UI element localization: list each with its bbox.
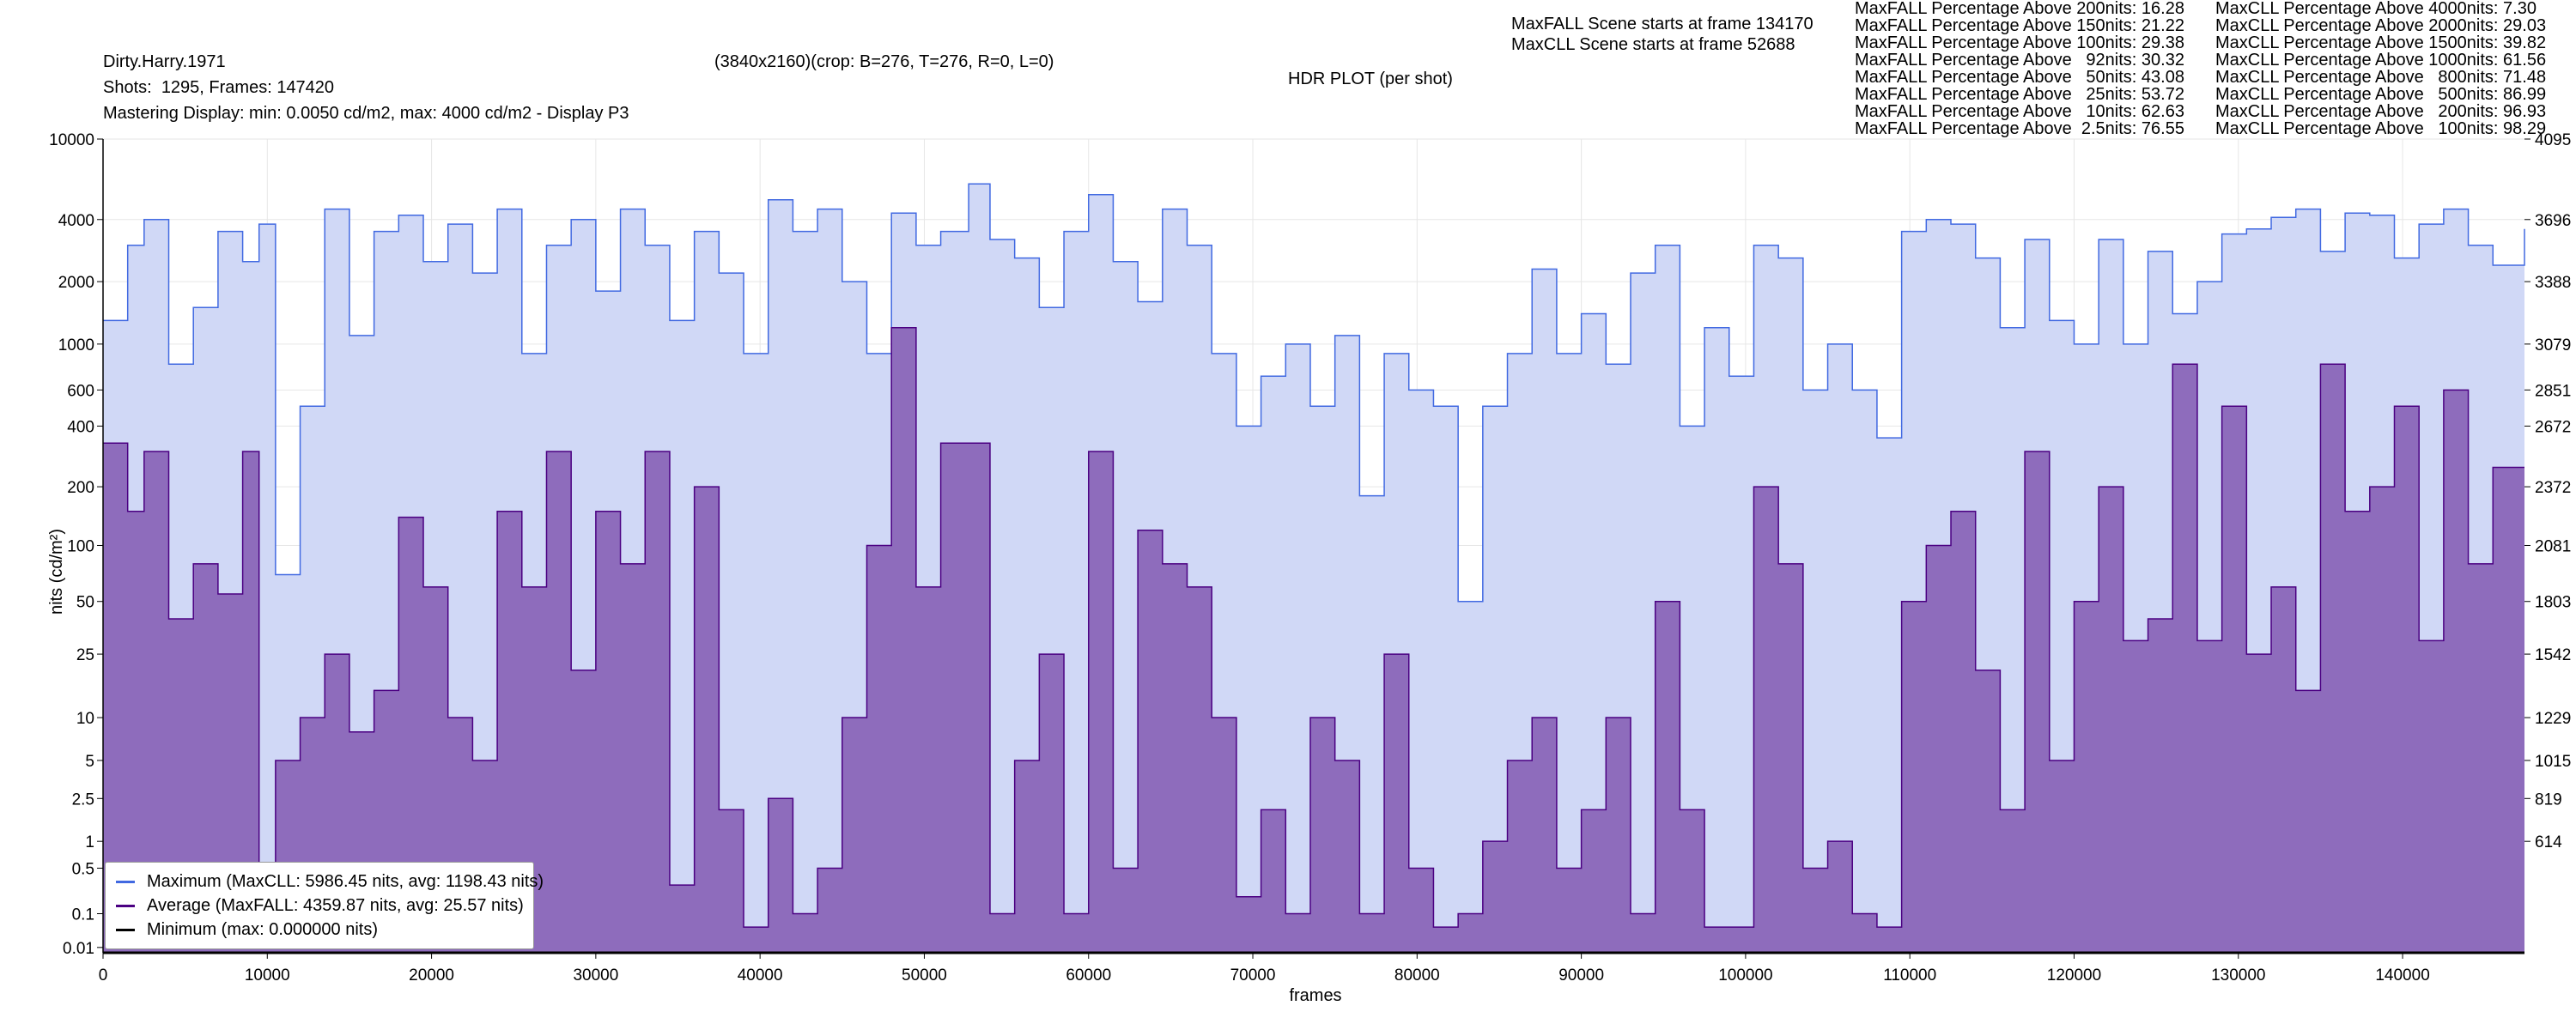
legend: Maximum (MaxCLL: 5986.45 nits, avg: 1198… xyxy=(105,862,544,949)
y-tick-label: 4000 xyxy=(58,212,94,230)
legend-item-maximum: Maximum (MaxCLL: 5986.45 nits, avg: 1198… xyxy=(116,871,544,892)
right-tick-label: 1542 xyxy=(2535,646,2571,664)
maxcll-stats: MaxCLL Percentage Above 4000nits: 7.30 M… xyxy=(2215,0,2546,137)
x-axis-ticks: 0 10000 20000 30000 40000 50000 60000 70000 8000… xyxy=(99,953,2430,985)
x-tick-label: 130000 xyxy=(2211,966,2265,985)
maximum-line xyxy=(103,183,2525,603)
right-axis-ticks: 4095 3696 3388 3079 2851 2672 2372 2081 1803 1542… xyxy=(2524,131,2571,851)
right-tick-label: 3696 xyxy=(2535,212,2571,230)
maxcll-stat-line: MaxCLL Percentage Above 100nits: 98.29 xyxy=(2215,119,2547,138)
y-tick-label: 0.1 xyxy=(72,906,94,924)
y-axis-ticks: 0.01 0.1 0.5 1 2.5 5 10 25 50 100 200 400 600 1000 200… xyxy=(49,131,103,958)
right-tick-label: 3079 xyxy=(2535,336,2571,354)
mastering-display: Mastering Display: min: 0.0050 cd/m2, ma… xyxy=(103,104,629,123)
maxfall-stat-line: MaxFALL Percentage Above 100nits: 29.38 xyxy=(1855,33,2184,52)
chart-axes xyxy=(102,139,2524,954)
legend-label-minimum: Minimum (max: 0.000000 nits) xyxy=(147,919,378,939)
y-tick-label: 200 xyxy=(67,479,94,497)
right-tick-label: 2081 xyxy=(2535,537,2571,555)
right-tick-label: 614 xyxy=(2535,833,2562,851)
x-tick-label: 50000 xyxy=(902,966,947,985)
right-tick-label: 2672 xyxy=(2535,418,2571,436)
legend-swatch-maximum xyxy=(116,880,135,883)
right-tick-label: 4095 xyxy=(2535,131,2571,149)
right-tick-label: 1803 xyxy=(2535,594,2571,612)
average-line xyxy=(103,326,2524,942)
plot-title: HDR PLOT (per shot) xyxy=(1288,70,1453,88)
x-axis-label: frames xyxy=(1289,986,1341,1005)
maxfall-stat-line: MaxFALL Percentage Above 2.5nits: 76.55 xyxy=(1855,119,2184,138)
x-tick-label: 100000 xyxy=(1718,966,1772,985)
x-tick-label: 20000 xyxy=(409,966,454,985)
maxcll-stat-line: MaxCLL Percentage Above 500nits: 86.99 xyxy=(2215,85,2547,104)
maxfall-stat-line: MaxFALL Percentage Above 50nits: 43.08 xyxy=(1855,68,2184,87)
average-series xyxy=(103,326,2524,954)
y-tick-label: 100 xyxy=(67,537,94,555)
right-tick-label: 1015 xyxy=(2535,753,2571,771)
maxcll-stat-line: MaxCLL Percentage Above 2000nits: 29.03 xyxy=(2215,16,2547,35)
x-tick-label: 0 xyxy=(99,966,108,985)
legend-swatch-average xyxy=(116,904,135,907)
shots-frames: Shots: 1295, Frames: 147420 xyxy=(103,78,335,97)
y-axis-label: nits (cd/m²) xyxy=(47,529,66,615)
maxfall-stat-line: MaxFALL Percentage Above 10nits: 62.63 xyxy=(1855,102,2184,121)
x-tick-label: 80000 xyxy=(1394,966,1440,985)
maxfall-stats: MaxFALL Percentage Above 200nits: 16.28 … xyxy=(1855,0,2184,137)
maxcll-stat-line: MaxCLL Percentage Above 200nits: 96.93 xyxy=(2215,102,2547,121)
movie-title: Dirty.Harry.1971 xyxy=(103,52,226,71)
x-tick-label: 40000 xyxy=(738,966,783,985)
maxfall-stat-line: MaxFALL Percentage Above 150nits: 21.22 xyxy=(1855,16,2184,35)
right-tick-label: 2851 xyxy=(2535,382,2571,400)
y-tick-label: 600 xyxy=(67,382,94,400)
maxcll-stat-line: MaxCLL Percentage Above 1500nits: 39.82 xyxy=(2215,33,2547,52)
x-tick-label: 140000 xyxy=(2375,966,2429,985)
maxcll-stat-line: MaxCLL Percentage Above 800nits: 71.48 xyxy=(2215,68,2547,87)
maxcll-stat-line: MaxCLL Percentage Above 1000nits: 61.56 xyxy=(2215,51,2547,70)
maxfall-scene-start: MaxFALL Scene starts at frame 134170 xyxy=(1511,15,1814,33)
y-tick-label: 0.5 xyxy=(72,860,94,878)
x-tick-label: 90000 xyxy=(1558,966,1604,985)
maxfall-stat-line: MaxFALL Percentage Above 200nits: 16.28 xyxy=(1855,0,2184,18)
y-tick-label: 25 xyxy=(76,646,94,664)
legend-item-average: Average (MaxFALL: 4359.87 nits, avg: 25.… xyxy=(116,895,524,916)
maxfall-stat-line: MaxFALL Percentage Above 25nits: 53.72 xyxy=(1855,85,2184,104)
x-tick-label: 60000 xyxy=(1066,966,1111,985)
average-area xyxy=(103,327,2524,954)
x-tick-label: 110000 xyxy=(1883,966,1936,985)
x-tick-label: 120000 xyxy=(2047,966,2101,985)
legend-label-average: Average (MaxFALL: 4359.87 nits, avg: 25.… xyxy=(147,895,524,915)
x-tick-label: 10000 xyxy=(245,966,290,985)
y-tick-label: 0.01 xyxy=(63,940,94,958)
y-tick-label: 10 xyxy=(76,710,94,728)
y-tick-label: 10000 xyxy=(49,131,94,149)
maxcll-stat-line: MaxCLL Percentage Above 4000nits: 7.30 xyxy=(2215,0,2537,18)
legend-label-maximum: Maximum (MaxCLL: 5986.45 nits, avg: 1198… xyxy=(147,871,544,891)
y-tick-label: 1000 xyxy=(58,336,94,354)
y-tick-label: 2000 xyxy=(58,274,94,292)
right-tick-label: 1229 xyxy=(2535,710,2571,728)
right-tick-label: 2372 xyxy=(2535,479,2571,497)
y-tick-label: 5 xyxy=(85,753,94,771)
x-tick-label: 30000 xyxy=(573,966,618,985)
maxfall-stat-line: MaxFALL Percentage Above 92nits: 30.32 xyxy=(1855,51,2184,70)
legend-item-minimum: Minimum (max: 0.000000 nits) xyxy=(116,919,378,940)
legend-swatch-minimum xyxy=(116,928,135,931)
y-tick-label: 50 xyxy=(76,594,94,612)
right-tick-label: 819 xyxy=(2535,791,2562,809)
x-tick-label: 70000 xyxy=(1230,966,1276,985)
y-tick-label: 1 xyxy=(85,833,94,851)
y-tick-label: 400 xyxy=(67,418,94,436)
resolution-crop: (3840x2160)(crop: B=276, T=276, R=0, L=0… xyxy=(714,52,1054,71)
y-tick-label: 2.5 xyxy=(72,791,94,809)
right-tick-label: 3388 xyxy=(2535,274,2571,292)
maxcll-scene-start: MaxCLL Scene starts at frame 52688 xyxy=(1511,35,1795,54)
